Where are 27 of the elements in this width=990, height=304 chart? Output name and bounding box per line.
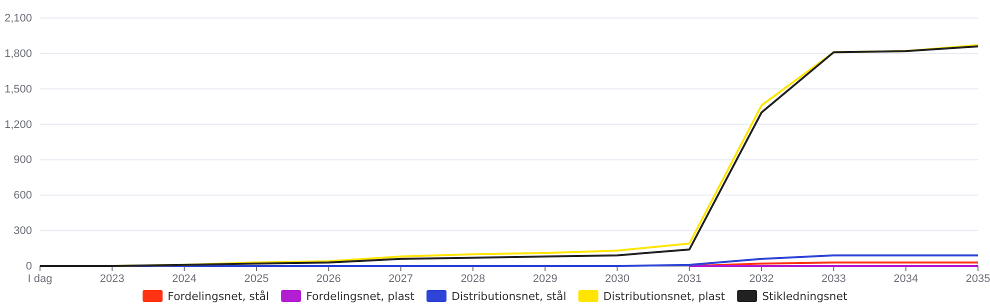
x-tick-label: 2029 [532, 272, 558, 285]
x-tick-label: 2026 [316, 272, 341, 285]
y-tick-label: 300 [14, 225, 32, 238]
x-tick-label: 2023 [100, 272, 124, 285]
y-tick-label: 1,500 [4, 83, 32, 96]
x-tick-label: 2028 [460, 272, 486, 285]
x-tick-label: 2032 [749, 272, 774, 285]
x-tick-label: 2031 [677, 272, 702, 285]
x-tick-label: 2024 [172, 272, 197, 285]
legend-label: Distributionsnet, plast [603, 290, 726, 303]
x-tick-label: 2030 [604, 272, 630, 285]
y-tick-label: 0 [26, 260, 32, 273]
legend-label: Stikledningsnet [762, 290, 848, 303]
x-tick-label: 2033 [821, 272, 846, 285]
y-tick-label: 2,100 [4, 12, 32, 25]
legend-label: Distributionsnet, stål [451, 290, 566, 303]
y-tick-label: 1,800 [4, 48, 32, 60]
x-tick-label: 2025 [244, 272, 269, 285]
y-tick-label: 1,200 [4, 118, 32, 131]
y-tick-label: 600 [14, 190, 32, 202]
legend-label: Fordelingsnet, stål [168, 290, 270, 303]
legend-label: Fordelingsnet, plast [306, 290, 416, 303]
x-tick-label: 2034 [894, 272, 918, 285]
x-tick-label: 2035 [966, 272, 990, 285]
x-tick-label: 2027 [388, 272, 414, 285]
x-tick-label: I dag [28, 272, 52, 285]
y-tick-label: 900 [14, 154, 32, 166]
